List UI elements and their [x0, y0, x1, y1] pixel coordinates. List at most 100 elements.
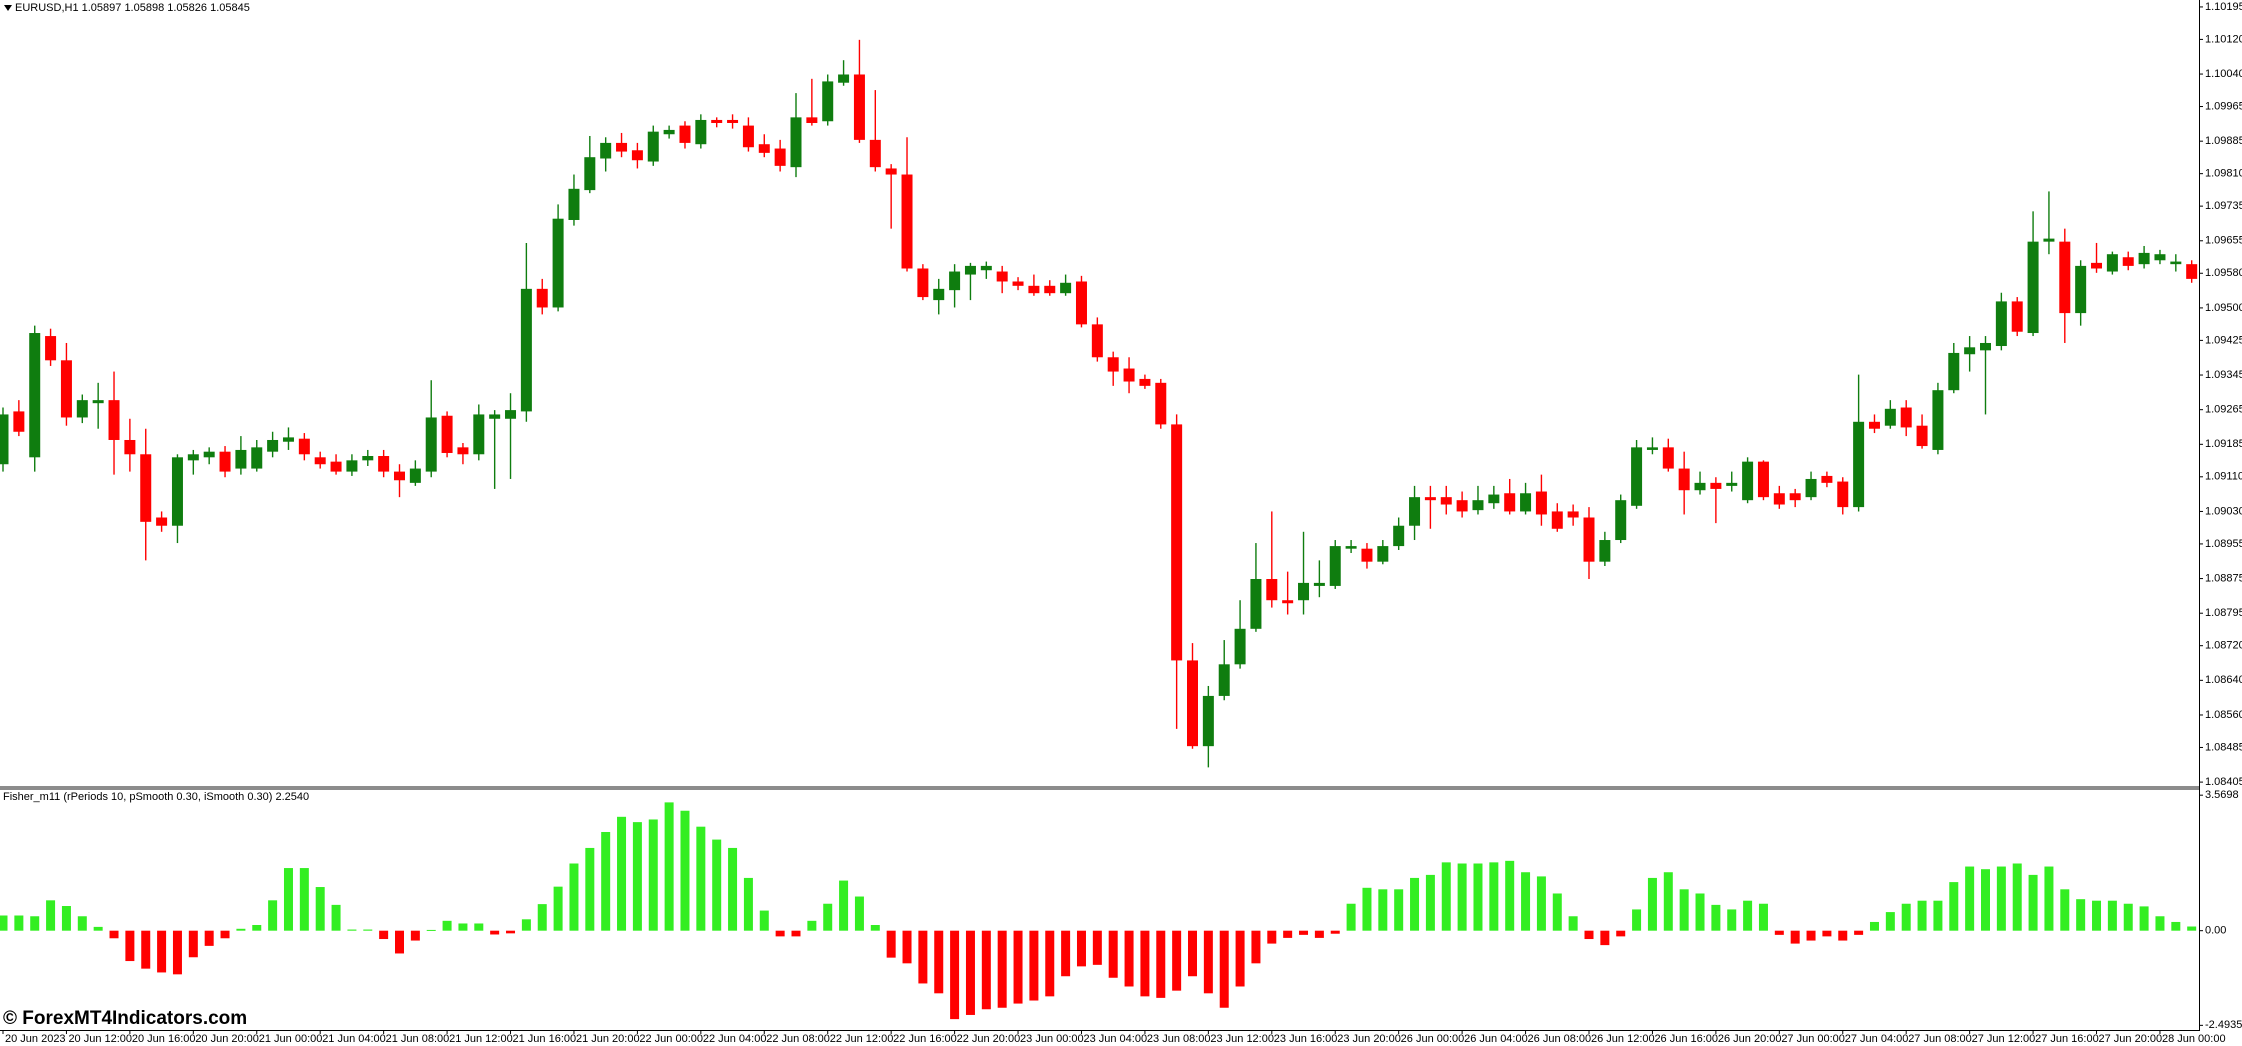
histogram-bar: [1314, 930, 1324, 938]
histogram-bar: [950, 930, 960, 1020]
candle-body: [1202, 695, 1214, 747]
y-tick-label: 1.10120: [2205, 33, 2242, 45]
y-tick-label: 1.08955: [2205, 538, 2242, 550]
candle-body: [917, 268, 929, 298]
candle-body: [282, 437, 294, 442]
candle-body: [631, 150, 643, 161]
x-tick-label: 22 Jun 20:00: [957, 1033, 1021, 1045]
histogram-bar: [569, 863, 579, 931]
candle-body: [1504, 493, 1516, 512]
histogram-bar: [2012, 863, 2022, 931]
histogram-bar: [410, 930, 420, 941]
candle-body: [1853, 421, 1865, 508]
histogram-bar: [188, 930, 198, 958]
candle-body: [1615, 500, 1627, 541]
menu-triangle[interactable]: [4, 5, 12, 11]
histogram-bar: [601, 831, 611, 931]
histogram-bar: [458, 923, 468, 931]
y-tick-label: 1.09030: [2205, 505, 2242, 517]
candle-body: [1012, 281, 1024, 286]
histogram-bar: [1299, 930, 1309, 935]
candle-body: [695, 119, 707, 145]
candle-body: [885, 168, 897, 175]
candle-body: [29, 333, 41, 458]
histogram-bar: [2076, 899, 2086, 931]
histogram-bar: [902, 930, 912, 964]
candle-body: [1995, 301, 2007, 347]
x-tick-label: 22 Jun 12:00: [830, 1033, 894, 1045]
histogram-bar: [585, 847, 595, 931]
histogram-bar: [1156, 930, 1166, 998]
histogram-bar: [807, 920, 817, 931]
candle-body: [425, 417, 437, 472]
x-tick-label: 21 Jun 16:00: [513, 1033, 577, 1045]
x-tick-label: 27 Jun 20:00: [2099, 1033, 2163, 1045]
histogram-bar: [823, 903, 833, 931]
histogram-bar: [93, 926, 103, 931]
y-tick-label: 1.10195: [2205, 1, 2242, 13]
histogram-bar: [680, 810, 690, 931]
histogram-bar: [77, 916, 87, 931]
candle-body: [219, 451, 231, 472]
candle-body: [758, 144, 770, 153]
y-tick-label: 1.09580: [2205, 267, 2242, 279]
candle-body: [1091, 324, 1103, 358]
y-tick-label: 1.08795: [2205, 607, 2242, 619]
candle-body: [140, 454, 152, 522]
histogram-bar: [728, 847, 738, 931]
histogram-bar: [1330, 930, 1340, 934]
candle-body: [1028, 285, 1040, 294]
candle-body: [267, 439, 279, 452]
candle-body: [505, 410, 517, 419]
x-tick-label: 21 Jun 20:00: [576, 1033, 640, 1045]
histogram-bar: [1172, 930, 1182, 991]
candle-body: [2186, 264, 2198, 279]
candle-body: [346, 460, 358, 472]
candle-body: [1218, 664, 1230, 696]
histogram-bar: [490, 930, 500, 935]
histogram-bar: [2123, 903, 2133, 931]
histogram-bar: [1013, 930, 1023, 1004]
candle-body: [1535, 491, 1547, 515]
candle-body: [1964, 347, 1976, 355]
histogram-bar: [1743, 900, 1753, 931]
candle-body: [156, 517, 168, 526]
histogram-bar: [204, 930, 214, 946]
candle-body: [647, 131, 659, 162]
candle-body: [1980, 342, 1991, 351]
histogram-bar: [981, 930, 991, 1010]
histogram-bar: [1869, 921, 1879, 931]
candle-body: [742, 125, 754, 148]
histogram-bar: [553, 886, 563, 931]
histogram-bar: [1965, 866, 1975, 931]
x-tick-label: 23 Jun 00:00: [1020, 1033, 1084, 1045]
candle-body: [949, 271, 961, 291]
x-tick-label: 21 Jun 12:00: [449, 1033, 513, 1045]
histogram-bar: [315, 887, 325, 931]
histogram-bar: [1473, 863, 1483, 931]
histogram-bar: [2028, 874, 2038, 931]
y-tick-label: 1.09735: [2205, 200, 2242, 212]
candle-body: [1171, 424, 1183, 661]
candle-body: [1932, 390, 1944, 450]
candle-body: [1234, 628, 1246, 665]
candle-body: [1599, 540, 1611, 562]
candle-body: [1662, 447, 1674, 469]
histogram-bar: [1489, 862, 1499, 931]
histogram-bar: [1029, 930, 1039, 1001]
histogram-bar: [1219, 930, 1229, 1008]
histogram-bar: [141, 930, 151, 969]
candle-body: [2059, 241, 2071, 314]
y-tick-label: 1.08485: [2205, 741, 2242, 753]
x-tick-label: 26 Jun 12:00: [1591, 1033, 1655, 1045]
candle-body: [1488, 494, 1500, 504]
histogram-bar: [1362, 887, 1372, 931]
candle-body: [76, 400, 88, 418]
histogram-bar: [1695, 893, 1705, 931]
histogram-bar: [1108, 930, 1118, 978]
candle-body: [616, 142, 628, 152]
x-tick-label: 20 Jun 12:00: [68, 1033, 132, 1045]
candle-body: [996, 271, 1008, 282]
